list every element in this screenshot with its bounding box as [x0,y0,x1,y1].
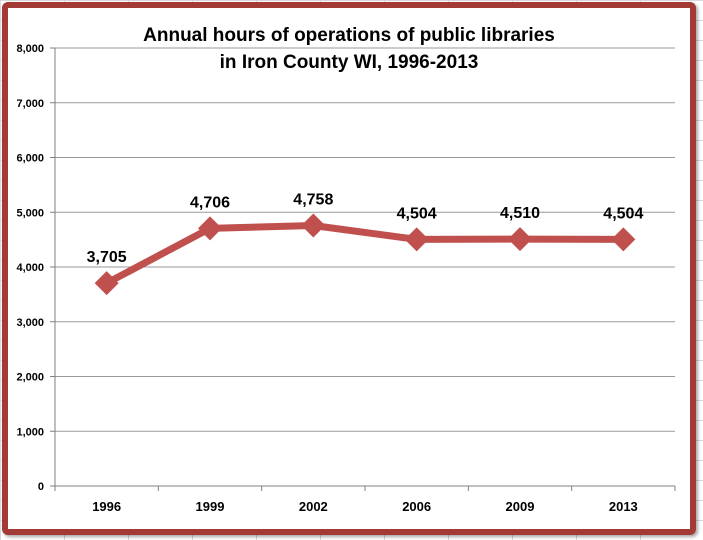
y-tick-label: 5,000 [16,207,44,219]
data-point-marker [94,271,119,296]
data-label: 4,504 [603,205,643,222]
data-label: 4,510 [500,205,540,222]
data-label: 4,758 [293,191,333,208]
y-tick-label: 8,000 [16,43,44,55]
y-tick-label: 3,000 [16,317,44,329]
x-tick-label: 2009 [506,499,535,514]
series-layer [94,213,636,296]
y-axis-tick-labels: 0 1,000 2,000 3,000 4,000 5,000 6,000 7,000 8,00… [16,43,44,493]
series-line [103,221,627,287]
data-label: 4,504 [397,205,437,222]
data-label: 4,706 [190,194,230,211]
axes [50,47,676,491]
x-tick-label: 1996 [92,499,121,514]
chart-title-line-2: in Iron County WI, 1996-2013 [219,52,479,73]
gridlines [55,47,675,432]
y-tick-label: 7,000 [16,98,44,110]
y-tick-label: 1,000 [16,426,44,438]
y-tick-label: 2,000 [16,372,44,384]
x-tick-label: 2002 [299,499,328,514]
y-tick-label: 6,000 [16,153,44,165]
chart-title-line-1: Annual hours of operations of public lib… [143,25,555,46]
data-point-marker [198,216,222,241]
data-point-marker [508,227,532,252]
x-tick-label: 1999 [196,499,225,514]
data-point-marker [611,227,636,252]
x-tick-label: 2013 [609,499,638,514]
chart-frame: Annual hours of operations of public lib… [2,2,696,535]
data-label: 3,705 [87,249,127,266]
y-tick-label: 0 [38,481,44,493]
x-tick-label: 2006 [402,499,431,514]
data-point-marker [301,213,326,238]
data-point-marker [404,227,429,252]
x-axis-tick-labels: 1996 1999 2002 2006 2009 2013 [92,499,638,514]
data-labels: 3,705 4,706 4,758 4,504 4,510 4,504 [87,191,644,266]
chart-title: Annual hours of operations of public lib… [8,22,690,76]
y-tick-label: 4,000 [16,262,44,274]
